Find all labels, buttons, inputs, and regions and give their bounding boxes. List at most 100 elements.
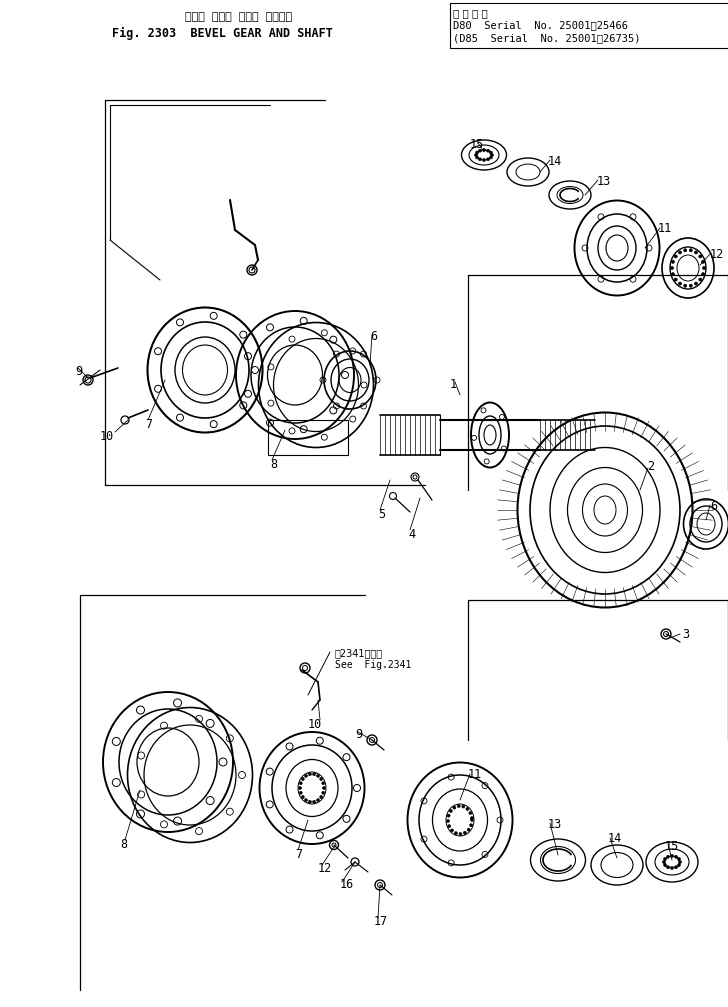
Circle shape xyxy=(674,278,677,281)
Text: 17: 17 xyxy=(374,915,388,928)
Circle shape xyxy=(663,858,667,861)
Circle shape xyxy=(489,151,492,154)
Text: Fig. 2303  BEVEL GEAR AND SHAFT: Fig. 2303 BEVEL GEAR AND SHAFT xyxy=(112,27,333,40)
Text: 15: 15 xyxy=(665,840,679,853)
Circle shape xyxy=(678,863,681,866)
Circle shape xyxy=(447,815,450,817)
Circle shape xyxy=(301,796,304,799)
Text: 13: 13 xyxy=(548,818,562,831)
Circle shape xyxy=(684,249,687,252)
Circle shape xyxy=(689,284,692,287)
Text: 6: 6 xyxy=(370,330,377,343)
Circle shape xyxy=(299,792,302,795)
Circle shape xyxy=(453,807,456,810)
Text: 4: 4 xyxy=(408,528,415,541)
Text: 7: 7 xyxy=(145,418,152,431)
Circle shape xyxy=(491,153,494,156)
Circle shape xyxy=(449,810,452,813)
Circle shape xyxy=(475,151,478,154)
Circle shape xyxy=(489,156,492,159)
Circle shape xyxy=(299,781,302,784)
Circle shape xyxy=(312,801,315,804)
Text: 適 用 号 機: 適 用 号 機 xyxy=(453,8,488,18)
Circle shape xyxy=(322,781,325,784)
Text: 12: 12 xyxy=(710,248,724,261)
Circle shape xyxy=(671,261,674,264)
Text: 第2341図参照: 第2341図参照 xyxy=(335,648,383,658)
Text: ベベル  ギヤー  および  シャフト: ベベル ギヤー および シャフト xyxy=(185,12,292,22)
Circle shape xyxy=(298,786,301,789)
Text: D80  Serial  No. 25001～25466: D80 Serial No. 25001～25466 xyxy=(453,20,628,30)
Circle shape xyxy=(320,796,323,799)
Circle shape xyxy=(671,273,674,276)
Circle shape xyxy=(470,824,472,827)
Circle shape xyxy=(678,251,681,254)
Circle shape xyxy=(695,251,697,254)
Text: 1: 1 xyxy=(450,378,457,391)
Circle shape xyxy=(320,777,323,780)
Circle shape xyxy=(486,149,489,152)
Text: 3: 3 xyxy=(682,628,689,641)
Text: 8: 8 xyxy=(120,838,127,851)
Circle shape xyxy=(483,148,486,151)
Text: 2: 2 xyxy=(647,460,654,473)
Text: 14: 14 xyxy=(548,155,562,168)
Circle shape xyxy=(475,153,478,156)
Circle shape xyxy=(454,832,457,835)
Circle shape xyxy=(304,799,307,802)
Circle shape xyxy=(323,786,325,789)
Circle shape xyxy=(459,833,462,836)
Circle shape xyxy=(312,772,315,775)
Circle shape xyxy=(304,774,307,777)
Text: (D85  Serial  No. 25001～26735): (D85 Serial No. 25001～26735) xyxy=(453,33,641,43)
Circle shape xyxy=(670,866,673,869)
Circle shape xyxy=(475,156,478,159)
Circle shape xyxy=(469,812,472,815)
Circle shape xyxy=(467,828,470,831)
Circle shape xyxy=(478,158,481,161)
Circle shape xyxy=(486,158,489,161)
Circle shape xyxy=(678,282,681,285)
Circle shape xyxy=(703,267,705,270)
Circle shape xyxy=(699,278,702,281)
Circle shape xyxy=(470,817,473,820)
Circle shape xyxy=(674,255,677,258)
Text: See  Fig.2341: See Fig.2341 xyxy=(335,660,411,670)
Circle shape xyxy=(663,863,667,866)
Circle shape xyxy=(466,808,469,811)
Circle shape xyxy=(678,858,681,861)
Text: 7: 7 xyxy=(295,848,302,861)
Text: 11: 11 xyxy=(658,222,672,235)
Circle shape xyxy=(667,855,670,858)
Text: 10: 10 xyxy=(100,430,114,443)
Circle shape xyxy=(483,158,486,161)
Circle shape xyxy=(662,861,665,863)
Circle shape xyxy=(309,801,312,804)
Circle shape xyxy=(670,267,673,270)
Text: 14: 14 xyxy=(608,832,622,845)
Circle shape xyxy=(670,855,673,858)
Text: 15: 15 xyxy=(470,138,484,151)
Circle shape xyxy=(702,273,705,276)
Circle shape xyxy=(675,866,678,869)
Text: 9: 9 xyxy=(75,365,82,378)
Text: 12: 12 xyxy=(318,862,332,875)
Circle shape xyxy=(464,832,467,834)
Text: 13: 13 xyxy=(597,175,612,188)
Circle shape xyxy=(317,774,320,777)
Circle shape xyxy=(451,829,454,832)
Circle shape xyxy=(322,792,325,795)
Text: 16: 16 xyxy=(340,878,355,891)
Circle shape xyxy=(317,799,320,802)
Circle shape xyxy=(462,805,464,808)
Circle shape xyxy=(684,284,687,287)
Text: 11: 11 xyxy=(468,768,482,781)
Circle shape xyxy=(675,855,678,858)
Circle shape xyxy=(478,149,481,152)
Circle shape xyxy=(695,282,697,285)
Text: 8: 8 xyxy=(270,458,277,471)
Circle shape xyxy=(309,772,312,775)
Text: 9: 9 xyxy=(355,728,362,741)
Circle shape xyxy=(470,819,473,822)
Circle shape xyxy=(667,866,670,869)
